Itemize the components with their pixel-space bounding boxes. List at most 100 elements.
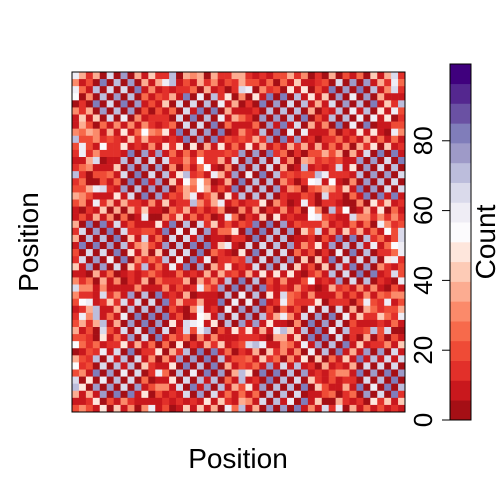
- heatmap-cell: [134, 93, 142, 101]
- heatmap-cell: [92, 263, 101, 271]
- heatmap-cell: [176, 369, 184, 377]
- heatmap-cell: [280, 242, 288, 250]
- heatmap-cell: [210, 263, 218, 271]
- heatmap-cell: [307, 348, 316, 356]
- heatmap-cell: [169, 86, 177, 94]
- heatmap-cell: [141, 404, 149, 413]
- heatmap-cell: [398, 291, 406, 299]
- heatmap-cell: [287, 213, 295, 222]
- heatmap-cell: [384, 327, 392, 335]
- heatmap-cell: [127, 157, 135, 165]
- heatmap-cell: [314, 86, 323, 94]
- heatmap-cell: [349, 149, 357, 158]
- heatmap-cell: [307, 100, 316, 108]
- heatmap-cell: [106, 149, 114, 158]
- heatmap-cell: [176, 107, 184, 115]
- heatmap-cell: [273, 86, 281, 94]
- heatmap-cell: [335, 86, 343, 94]
- heatmap-cell: [224, 291, 232, 299]
- heatmap-cell: [245, 72, 253, 80]
- heatmap-cell: [356, 327, 364, 335]
- heatmap-cell: [273, 107, 281, 115]
- heatmap-cell: [120, 341, 128, 349]
- heatmap-cell: [183, 164, 191, 172]
- heatmap-cell: [245, 397, 253, 406]
- heatmap-cell: [127, 128, 135, 137]
- heatmap-cell: [321, 185, 329, 193]
- heatmap-cell: [356, 249, 364, 257]
- heatmap-cell: [335, 114, 343, 122]
- heatmap-cell: [356, 178, 364, 186]
- heatmap-cell: [141, 256, 149, 264]
- heatmap-cell: [169, 348, 177, 356]
- heatmap-cell: [273, 227, 281, 236]
- heatmap-cell: [72, 171, 80, 179]
- heatmap-cell: [92, 383, 101, 392]
- heatmap-cell: [335, 376, 343, 384]
- heatmap-cell: [349, 164, 357, 172]
- heatmap-cell: [266, 348, 274, 356]
- heatmap-cell: [370, 263, 378, 271]
- heatmap-cell: [127, 234, 135, 243]
- heatmap-cell: [155, 164, 163, 172]
- heatmap-cell: [377, 135, 385, 144]
- heatmap-cell: [113, 376, 121, 384]
- heatmap-cell: [141, 227, 149, 236]
- heatmap-cell: [300, 149, 309, 158]
- heatmap-cell: [162, 227, 170, 236]
- heatmap-cell: [231, 192, 239, 200]
- heatmap-cell: [280, 114, 288, 122]
- heatmap-cell: [342, 341, 350, 349]
- heatmap-cell: [203, 121, 212, 129]
- heatmap-cell: [342, 234, 350, 243]
- heatmap-cell: [78, 107, 87, 115]
- heatmap-cell: [294, 192, 302, 200]
- heatmap-cell: [259, 319, 267, 328]
- heatmap-cell: [134, 376, 142, 384]
- heatmap-cell: [162, 362, 170, 370]
- heatmap-cell: [321, 220, 329, 229]
- heatmap-cell: [245, 256, 253, 264]
- heatmap-cell: [155, 376, 163, 384]
- heatmap-cell: [183, 213, 191, 222]
- heatmap-cell: [294, 376, 302, 384]
- heatmap-cell: [307, 355, 316, 363]
- heatmap-cell: [259, 291, 267, 299]
- heatmap-cell: [92, 206, 101, 214]
- heatmap-cell: [141, 242, 149, 250]
- heatmap-cell: [238, 121, 246, 129]
- heatmap-cell: [169, 149, 177, 158]
- heatmap-cell: [224, 93, 232, 101]
- heatmap-cell: [162, 319, 170, 328]
- heatmap-cell: [335, 213, 343, 222]
- heatmap-cell: [252, 100, 260, 108]
- heatmap-cell: [183, 128, 191, 137]
- heatmap-cell: [120, 348, 128, 356]
- heatmap-cell: [106, 199, 114, 207]
- heatmap-cell: [127, 362, 135, 370]
- heatmap-cell: [314, 178, 323, 186]
- heatmap-cell: [99, 319, 107, 328]
- heatmap-cell: [398, 220, 406, 229]
- heatmap-cell: [300, 114, 309, 122]
- heatmap-cell: [85, 397, 94, 406]
- heatmap-cell: [141, 341, 149, 349]
- heatmap-cell: [377, 220, 385, 229]
- heatmap-cell: [273, 234, 281, 243]
- heatmap-cell: [196, 192, 205, 200]
- heatmap-cell: [141, 277, 149, 285]
- heatmap-cell: [300, 227, 309, 236]
- heatmap-cell: [342, 334, 350, 342]
- heatmap-cell: [176, 142, 184, 151]
- heatmap-cell: [169, 270, 177, 278]
- heatmap-cell: [113, 100, 121, 108]
- heatmap-cell: [203, 185, 212, 193]
- heatmap-cell: [266, 298, 274, 307]
- heatmap-cell: [85, 107, 94, 115]
- heatmap-cell: [328, 404, 336, 413]
- heatmap-cell: [92, 369, 101, 377]
- heatmap-cell: [162, 157, 170, 165]
- heatmap-cell: [370, 121, 378, 129]
- heatmap-cell: [363, 404, 371, 413]
- heatmap-cell: [210, 135, 218, 144]
